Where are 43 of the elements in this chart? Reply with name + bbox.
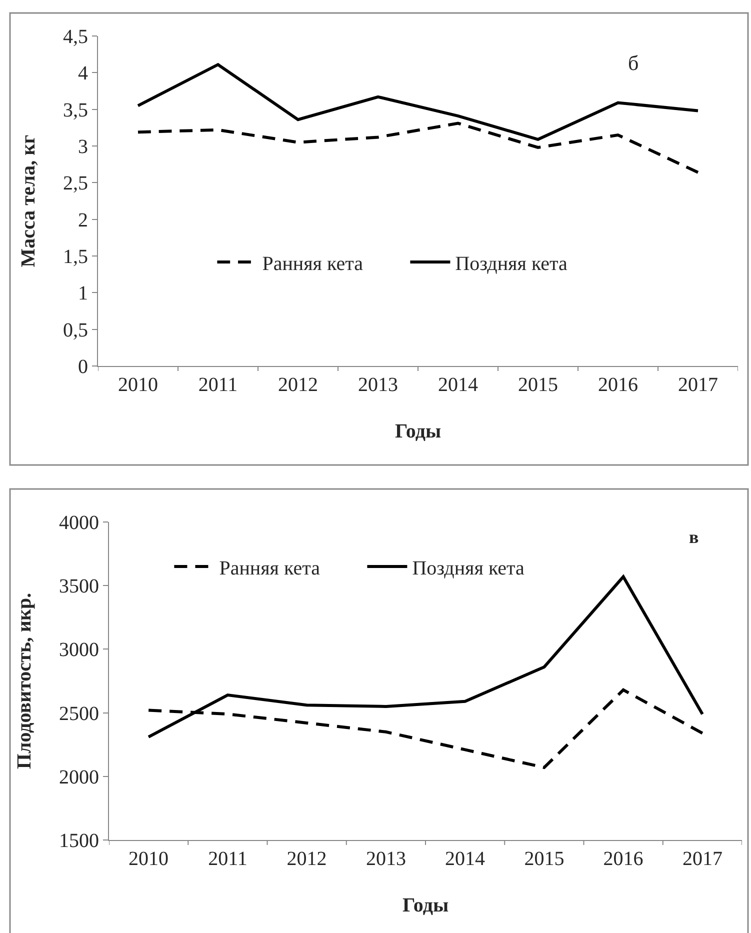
x-tick-label: 2014 — [445, 848, 486, 870]
legend-label: Поздняя кета — [412, 557, 525, 580]
line-series — [136, 122, 700, 174]
x-tick-label: 2016 — [603, 848, 644, 870]
x-tick-label: 2010 — [128, 848, 169, 870]
legend-label: Ранняя кета — [262, 252, 364, 275]
y-tick-label: 0 — [78, 356, 88, 378]
x-tick-label: 2017 — [678, 374, 718, 396]
y-tick-label: 1 — [78, 282, 88, 305]
x-tick-label: 2015 — [524, 848, 564, 870]
y-tick-label: 2 — [78, 209, 88, 232]
y-tick-label: 0,5 — [63, 319, 88, 342]
annotation: б — [628, 51, 639, 75]
y-tick-label: 1,5 — [63, 246, 88, 268]
y-tick-label: 3 — [78, 136, 88, 158]
y-axis-title: Плодовитость, икр. — [14, 592, 36, 770]
y-tick-label: 3,5 — [63, 99, 88, 122]
annotation: в — [689, 527, 699, 547]
x-tick-label: 2012 — [278, 374, 318, 396]
y-tick-label: 2,5 — [63, 172, 88, 195]
x-axis-title: Годы — [402, 894, 449, 916]
y-axis-title: Масса тела, кг — [18, 134, 40, 268]
x-tick-label: 2012 — [286, 848, 327, 870]
x-tick-label: 2014 — [438, 374, 478, 396]
x-tick-label: 2016 — [598, 374, 638, 396]
x-axis-title: Годы — [394, 420, 442, 442]
y-tick-label: 4,5 — [63, 26, 88, 48]
x-tick-label: 2010 — [118, 374, 158, 396]
x-tick-label: 2013 — [358, 374, 398, 396]
legend-label: Поздняя кета — [455, 252, 568, 275]
y-tick-label: 3000 — [59, 639, 99, 662]
x-tick-label: 2011 — [208, 848, 248, 870]
y-tick-label: 2500 — [59, 702, 99, 725]
x-tick-label: 2013 — [366, 848, 406, 870]
y-tick-label: 3500 — [59, 576, 99, 598]
y-tick-label: 4000 — [59, 512, 99, 534]
x-tick-label: 2015 — [518, 374, 558, 396]
x-tick-label: 2017 — [682, 848, 722, 870]
y-tick-label: 1500 — [59, 830, 99, 852]
x-tick-label: 2011 — [198, 374, 238, 396]
y-tick-label: 4 — [78, 62, 88, 85]
y-tick-label: 2000 — [59, 766, 99, 788]
legend-label: Ранняя кета — [219, 557, 320, 580]
